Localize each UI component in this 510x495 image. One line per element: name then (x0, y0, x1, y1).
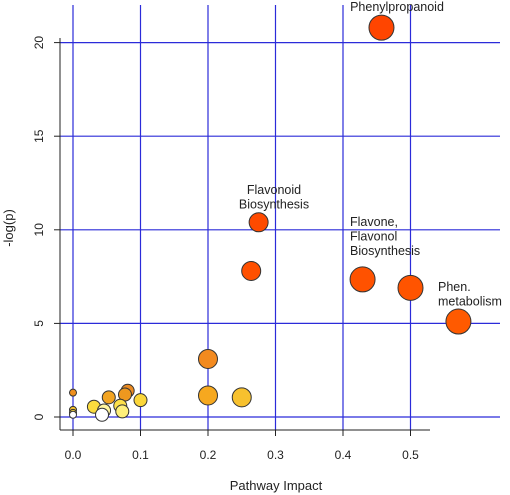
x-tick-label: 0.3 (267, 448, 284, 462)
data-point (349, 266, 376, 293)
data-point (198, 348, 218, 369)
data-point (248, 212, 269, 233)
y-axis-label: -log(p) (1, 209, 16, 247)
x-tick-label: 0.4 (335, 448, 352, 462)
data-point (69, 388, 77, 397)
data-point (231, 387, 252, 408)
data-point (241, 260, 262, 281)
data-point (368, 14, 395, 41)
pathway-label: Flavone, Flavonol Biosynthesis (350, 215, 420, 258)
data-point (115, 404, 130, 419)
data-point (69, 410, 77, 419)
data-point (101, 390, 116, 405)
data-point (198, 385, 218, 406)
pathway-label: Phen. metabolism (438, 280, 502, 309)
pathway-label: Phenylpropanoid (350, 0, 444, 14)
y-tick-label: 15 (32, 129, 46, 143)
x-axis-label: Pathway Impact (230, 478, 323, 493)
pathway-annotations: Phenylpropanoid Flavonoid Biosynthesis Flav… (239, 0, 502, 309)
axes: 0.0 0.1 0.2 0.3 0.4 0.5 0 5 10 15 20 (32, 36, 430, 462)
x-tick-label: 0.5 (402, 448, 419, 462)
data-points (69, 14, 472, 422)
x-tick-label: 0.0 (65, 448, 82, 462)
grid-lines (60, 5, 500, 430)
y-tick-label: 0 (32, 413, 46, 420)
data-point (133, 393, 148, 408)
data-point (95, 407, 110, 422)
y-tick-label: 5 (32, 320, 46, 327)
x-tick-label: 0.2 (200, 448, 217, 462)
y-tick-label: 20 (32, 36, 46, 50)
x-tick-label: 0.1 (132, 448, 149, 462)
data-point (445, 308, 472, 335)
data-point (397, 274, 424, 301)
pathway-label: Flavonoid Biosynthesis (239, 183, 309, 212)
y-tick-label: 10 (32, 223, 46, 237)
